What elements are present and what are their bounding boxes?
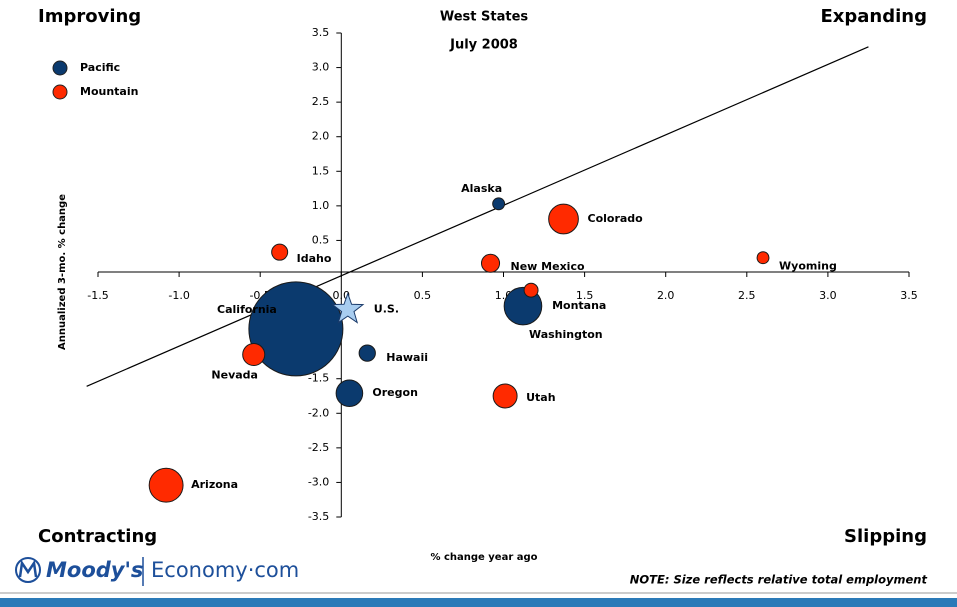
point-label: Hawaii bbox=[386, 351, 428, 364]
point-label: Washington bbox=[529, 328, 603, 341]
point-label: California bbox=[217, 303, 277, 316]
y-tick-label: 2.0 bbox=[312, 130, 330, 143]
y-tick-label: 3.5 bbox=[312, 26, 330, 39]
point-label: Colorado bbox=[588, 212, 644, 225]
bubble bbox=[492, 383, 518, 409]
benchmark-label: U.S. bbox=[374, 303, 399, 316]
brand-name: Moody's bbox=[46, 558, 143, 582]
point-label: Nevada bbox=[211, 369, 258, 382]
bubble bbox=[242, 342, 266, 367]
x-tick-label: -1.5 bbox=[87, 289, 108, 302]
legend-marker bbox=[52, 60, 68, 76]
y-tick-label: -2.5 bbox=[308, 441, 329, 454]
bubble bbox=[335, 379, 364, 408]
note: NOTE: Size reflects relative total emplo… bbox=[630, 573, 928, 587]
legend-marker bbox=[52, 84, 68, 100]
bubble bbox=[271, 243, 289, 261]
bubble bbox=[358, 344, 376, 362]
x-tick-label: 2.0 bbox=[657, 289, 675, 302]
quadrant-label: Improving bbox=[38, 6, 141, 27]
chart-subtitle: July 2008 bbox=[449, 38, 518, 53]
y-tick-label: -3.0 bbox=[308, 475, 329, 488]
x-tick-label: 2.5 bbox=[738, 289, 756, 302]
benchmark-star bbox=[331, 292, 365, 324]
quadrant-label: Expanding bbox=[820, 6, 927, 27]
y-tick-label: -1.5 bbox=[308, 372, 329, 385]
bubble bbox=[756, 251, 770, 265]
point-label: Wyoming bbox=[779, 260, 837, 273]
bubble bbox=[480, 253, 501, 273]
y-axis-label: Annualized 3-mo. % change bbox=[57, 194, 68, 350]
quadrant-label: Contracting bbox=[38, 526, 157, 547]
point-label: Alaska bbox=[461, 182, 502, 195]
y-tick-label: 1.0 bbox=[312, 199, 330, 212]
point-label: Oregon bbox=[372, 386, 418, 399]
trend-line bbox=[86, 46, 869, 387]
footer-bar bbox=[0, 598, 957, 607]
point-label: Montana bbox=[552, 299, 606, 312]
x-tick-label: 1.5 bbox=[576, 289, 594, 302]
logo: Moody's Economy·com bbox=[15, 557, 299, 586]
y-tick-label: -3.5 bbox=[308, 510, 329, 523]
x-tick-label: 3.0 bbox=[819, 289, 837, 302]
bubble bbox=[148, 467, 184, 503]
point-label: Utah bbox=[526, 391, 555, 404]
brand-site: Economy·com bbox=[151, 558, 299, 582]
x-tick-label: 3.5 bbox=[900, 289, 918, 302]
legend-label: Mountain bbox=[80, 85, 138, 98]
legend-label: Pacific bbox=[80, 61, 120, 74]
chart-title: West States bbox=[440, 10, 529, 25]
x-tick-label: -1.0 bbox=[168, 289, 189, 302]
point-label: Arizona bbox=[191, 478, 238, 491]
y-tick-label: -2.0 bbox=[308, 406, 329, 419]
y-tick-label: 3.0 bbox=[312, 61, 330, 74]
y-tick-label: 0.5 bbox=[312, 233, 330, 246]
bubble bbox=[523, 282, 539, 298]
x-tick-label: 0.5 bbox=[414, 289, 432, 302]
y-tick-label: 1.5 bbox=[312, 164, 330, 177]
quadrant-label: Slipping bbox=[844, 526, 927, 547]
bubble bbox=[492, 197, 506, 211]
point-label: Idaho bbox=[297, 252, 332, 265]
bubble bbox=[548, 203, 579, 235]
logo-icon bbox=[18, 559, 38, 578]
bubble bbox=[248, 281, 344, 377]
point-label: New Mexico bbox=[511, 260, 585, 273]
y-tick-label: 2.5 bbox=[312, 95, 330, 108]
x-axis-label: % change year ago bbox=[430, 552, 537, 563]
